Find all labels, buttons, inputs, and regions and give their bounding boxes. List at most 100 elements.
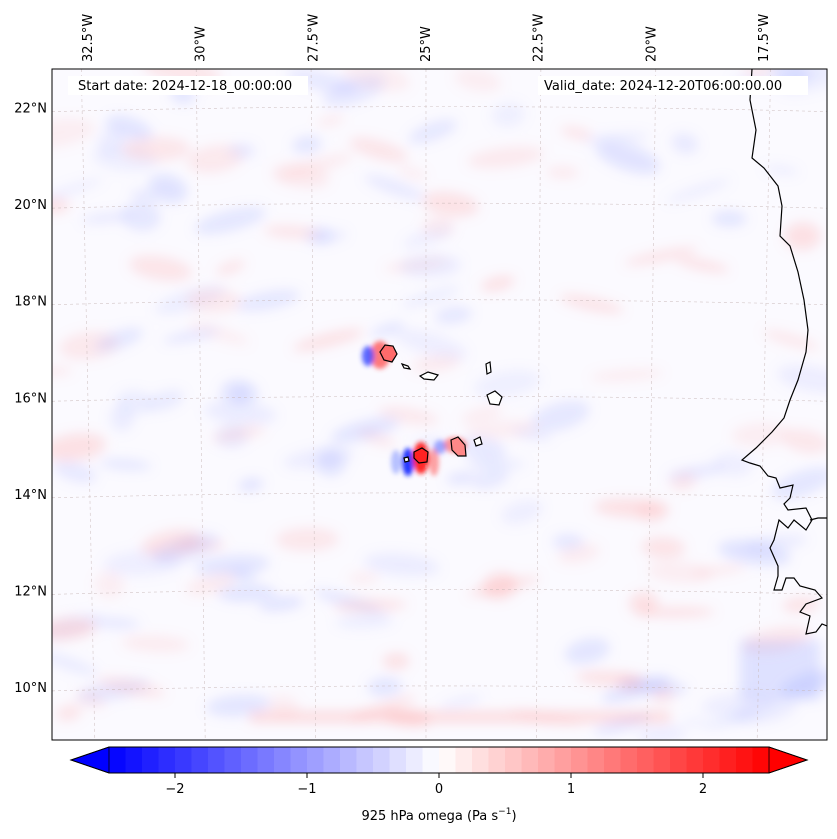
parallel-line: [52, 299, 827, 306]
colorbar-ticks: −2 −1 0 1 2: [165, 773, 707, 797]
colorbar-cell: [422, 747, 440, 773]
colorbar-tick-label: −1: [297, 782, 316, 797]
islands: [379, 344, 503, 464]
colorbar-cell: [455, 747, 473, 773]
colorbar-cell: [686, 747, 704, 773]
colorbar-cell: [620, 747, 638, 773]
colorbar-cell: [505, 747, 522, 773]
parallel-line: [52, 395, 827, 402]
colorbar-cell: [736, 747, 753, 773]
longitude-tick-label: 30°W: [194, 26, 209, 62]
colorbar-cell: [719, 747, 737, 773]
island-sao-nicolau: [418, 371, 440, 381]
parallel-line: [52, 106, 827, 112]
colorbar-cell: [571, 747, 588, 773]
colorbar-cell: [109, 747, 126, 773]
latitude-tick-label: 22°N: [14, 102, 47, 117]
parallel-line: [52, 589, 827, 595]
valid-date-box: [538, 76, 808, 95]
colorbar-cell: [703, 747, 720, 773]
map-frame: [51, 68, 828, 741]
island-sao-vicente: [400, 362, 412, 370]
colorbar-cell: [752, 747, 770, 773]
longitude-tick-label: 32.5°W: [81, 14, 96, 62]
colorbar-cell: [323, 747, 341, 773]
meridian-line: [536, 69, 542, 740]
latitude-tick-label: 14°N: [14, 488, 47, 503]
island-brava: [403, 456, 410, 463]
longitude-tick-label: 17.5°W: [757, 14, 772, 62]
meridian-line: [80, 69, 96, 740]
colorbar-tick-label: 0: [435, 782, 443, 797]
meridian-line: [195, 69, 206, 740]
colorbar-cell: [653, 747, 671, 773]
colorbar-max-extend: [769, 747, 807, 773]
colorbar: −2 −1 0 1 2 925 hPa omega (Pa s−1): [69, 746, 809, 824]
island-sal: [485, 361, 492, 375]
colorbar-tick-label: −2: [165, 782, 184, 797]
latitude-tick-label: 12°N: [14, 584, 47, 599]
latitude-tick-label: 18°N: [14, 295, 47, 310]
island-santo-antao: [379, 344, 398, 363]
start-date-label: Start date: 2024-12-18_00:00:00: [78, 79, 292, 94]
colorbar-cell: [637, 747, 654, 773]
colorbar-tick-label: 2: [699, 782, 707, 797]
island-fogo: [413, 447, 429, 464]
latitude-tick-label: 20°N: [14, 198, 47, 213]
parallel-line: [52, 492, 827, 499]
colorbar-cell: [488, 747, 506, 773]
colorbar-cell: [208, 747, 225, 773]
colorbar-cell: [191, 747, 209, 773]
colorbar-cell: [340, 747, 357, 773]
colorbar-tick-label: 1: [567, 782, 575, 797]
colorbar-cell: [356, 747, 374, 773]
latitude-tick-label: 16°N: [14, 391, 47, 406]
colorbar-cell: [472, 747, 489, 773]
colorbar-cell: [257, 747, 275, 773]
longitude-tick-label: 25°W: [419, 26, 434, 62]
colorbar-cell: [389, 747, 407, 773]
island-maio: [473, 436, 483, 447]
colorbar-cell: [241, 747, 258, 773]
colorbar-cell: [554, 747, 572, 773]
colorbar-outline: [69, 746, 809, 774]
colorbar-cell: [224, 747, 242, 773]
meridian-line: [310, 69, 316, 740]
colorbar-min-extend: [71, 747, 109, 773]
colorbar-cells: [71, 747, 807, 773]
colorbar-cell: [175, 747, 192, 773]
parallel-line: [52, 202, 827, 209]
longitude-tick-label: 27.5°W: [306, 14, 321, 62]
island-santiago: [450, 436, 467, 457]
colorbar-cell: [670, 747, 687, 773]
colorbar-cell: [125, 747, 143, 773]
island-boa-vista: [486, 390, 503, 406]
colorbar-label: 925 hPa omega (Pa s−1): [361, 807, 516, 824]
longitude-tick-label: 20°W: [644, 26, 659, 62]
colorbar-cell: [142, 747, 159, 773]
start-date-box: [68, 76, 308, 95]
map-panel: Start date: 2024-12-18_00:00:00 Valid_da…: [52, 69, 827, 740]
parallel-line: [52, 685, 827, 692]
colorbar-cell: [373, 747, 390, 773]
valid-date-label: Valid_date: 2024-12-20T06:00:00.00: [544, 79, 782, 94]
colorbar-cell: [307, 747, 324, 773]
colorbar-cell: [604, 747, 621, 773]
colorbar-cell: [439, 747, 456, 773]
coastline: [740, 69, 827, 635]
omega-field: [52, 69, 827, 740]
latitude-tick-label: 10°N: [14, 681, 47, 696]
meridian-line: [756, 69, 771, 740]
meridian-line: [646, 69, 657, 740]
colorbar-cell: [406, 747, 423, 773]
colorbar-cell: [521, 747, 539, 773]
gridlines: [52, 69, 827, 740]
colorbar-cell: [158, 747, 176, 773]
longitude-tick-label: 22.5°W: [532, 14, 547, 62]
map-background: [52, 69, 827, 740]
colorbar-cell: [274, 747, 291, 773]
longitude-labels: 32.5°W 30°W 27.5°W 25°W 22.5°W 20°W 17.5°W: [81, 14, 772, 62]
latitude-labels: 22°N 20°N 18°N 16°N 14°N 12°N 10°N: [14, 102, 47, 696]
